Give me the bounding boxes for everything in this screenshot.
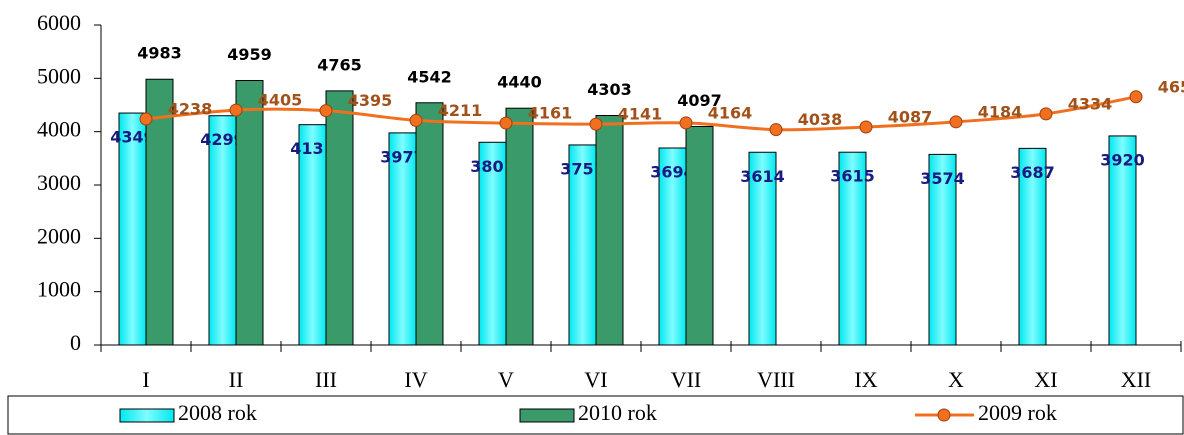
data-label: 4184: [978, 102, 1023, 121]
point: [229, 103, 243, 117]
data-label: 4542: [407, 67, 452, 86]
point: [319, 104, 333, 118]
point: [859, 120, 873, 134]
bar: [595, 115, 624, 346]
legend-box: [7, 395, 1184, 435]
data-label: 4161: [528, 104, 573, 123]
x-tick-label: VI: [584, 367, 607, 392]
data-label: 4765: [317, 55, 362, 74]
x-tick-label: XII: [1121, 367, 1152, 392]
legend-label: 2010 rok: [578, 400, 657, 425]
bar: [838, 151, 867, 346]
x-tick-label: X: [948, 367, 964, 392]
y-tick-label: 3000: [37, 170, 81, 195]
point: [679, 116, 693, 130]
bar: [118, 112, 147, 346]
y-tick-label: 2000: [37, 223, 81, 248]
data-label: 3687: [1010, 163, 1055, 182]
legend-label: 2009 rok: [978, 400, 1057, 425]
line: [145, 95, 1137, 132]
bar: [235, 80, 264, 346]
legend-swatch: [937, 408, 951, 422]
legend-label: 2008 rok: [178, 400, 257, 425]
point: [949, 115, 963, 129]
data-label: 4405: [258, 91, 303, 110]
bar: [1018, 147, 1047, 346]
bar: [478, 141, 507, 346]
x-tick-label: VIII: [757, 367, 795, 392]
y-tick-label: 6000: [37, 10, 81, 35]
x-tick-label: III: [315, 367, 337, 392]
legend-swatch: [119, 408, 175, 423]
bar: [658, 147, 687, 346]
bar: [568, 144, 597, 346]
bar: [685, 125, 714, 346]
point: [139, 112, 153, 126]
data-label: 3574: [920, 169, 965, 188]
data-label: 4303: [587, 80, 632, 99]
data-label: 3801: [470, 157, 515, 176]
point: [499, 116, 513, 130]
data-label: 3977: [380, 147, 425, 166]
bar: [928, 153, 957, 346]
point: [769, 123, 783, 137]
bar: [415, 102, 444, 346]
bar: [748, 151, 777, 346]
data-label: 3920: [1100, 150, 1145, 169]
data-label: 4238: [168, 99, 213, 118]
data-label: 4087: [888, 108, 933, 127]
y-tick-label: 4000: [37, 117, 81, 142]
data-label: 4299: [200, 130, 245, 149]
y-tick-label: 1000: [37, 277, 81, 302]
bar: [208, 115, 237, 346]
data-label: 3615: [830, 167, 875, 186]
data-label: 4983: [137, 44, 182, 63]
data-label: 4211: [438, 101, 483, 120]
point: [1129, 90, 1143, 104]
y-tick-label: 5000: [37, 63, 81, 88]
data-label: 3694: [650, 162, 695, 181]
data-label: 3751: [560, 159, 605, 178]
data-label: 4038: [798, 110, 843, 129]
bar: [505, 107, 534, 346]
point: [409, 113, 423, 127]
x-tick-label: IV: [404, 367, 427, 392]
data-label: 4164: [708, 103, 753, 122]
x-tick-label: I: [142, 367, 149, 392]
x-tick-label: IX: [854, 367, 877, 392]
data-label: 4141: [618, 105, 663, 124]
data-label: 4395: [348, 91, 393, 110]
x-tick-label: V: [498, 367, 514, 392]
point: [589, 117, 603, 131]
x-tick-label: XI: [1034, 367, 1057, 392]
bar: [388, 132, 417, 346]
bar: [325, 90, 354, 346]
data-label: 4131: [290, 139, 335, 158]
bar: [1108, 135, 1137, 346]
legend-swatch: [519, 408, 575, 423]
data-label: 4440: [497, 73, 542, 92]
x-tick-label: II: [229, 367, 244, 392]
data-label: 3614: [740, 167, 785, 186]
data-label: 4334: [1068, 94, 1113, 113]
data-label: 4654: [1158, 77, 1184, 96]
point: [1039, 107, 1053, 121]
y-tick-label: 0: [70, 330, 81, 355]
data-label: 4349: [110, 128, 155, 147]
data-label: 4097: [677, 91, 722, 110]
data-label: 4959: [227, 45, 272, 64]
x-tick-label: VII: [671, 367, 702, 392]
